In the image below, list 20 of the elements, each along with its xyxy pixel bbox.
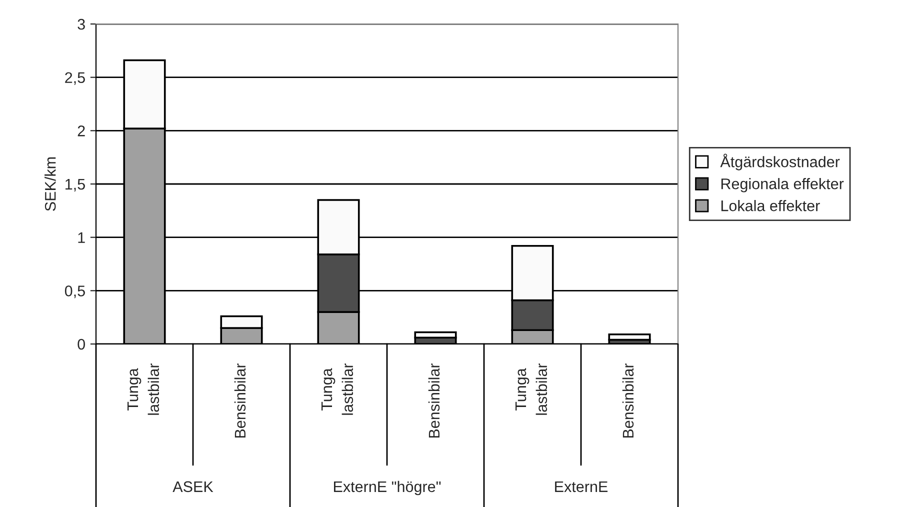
y-tick-label: 1,5 — [66, 179, 85, 192]
x-tick-label: Tunga lastbilar — [516, 363, 548, 415]
x-tick-label: Tunga lastbilar — [128, 363, 160, 415]
y-tick-label: 3 — [78, 18, 85, 30]
text: ASEK — [172, 481, 214, 492]
text: ExternE — [555, 481, 608, 492]
y-tick-label: 2 — [78, 126, 85, 136]
y-tick-label: 0 — [78, 338, 85, 350]
y-axis-title: SEK/km — [44, 157, 56, 211]
y-tick-label: 2,5 — [65, 72, 85, 85]
y-tick-label: 1 — [78, 232, 85, 243]
x-tick-label: Tunga lastbilar — [322, 363, 354, 415]
x-tick-label: Bensinbilar — [622, 363, 634, 438]
legend-label: Lokala effekter — [721, 200, 820, 212]
y-tick-label: 0,5 — [64, 286, 85, 298]
legend-label: Åtgärdskostnader — [720, 154, 840, 170]
x-tick-label: Bensinbilar — [428, 363, 440, 438]
x-tick-label: Bensinbilar — [234, 363, 246, 438]
text: ExternE "högre" — [334, 480, 441, 496]
legend-label: Regionala effekter — [721, 178, 844, 192]
